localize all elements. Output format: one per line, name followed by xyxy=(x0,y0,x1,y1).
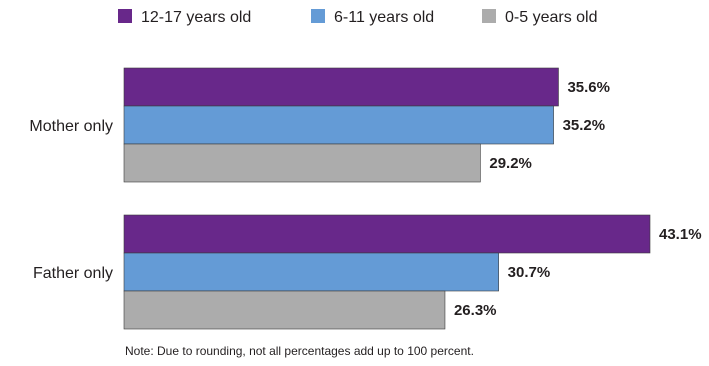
category-label-father-only: Father only xyxy=(33,265,113,282)
value-labels: 35.6% 35.2% 29.2% 43.1% 30.7% 26.3% xyxy=(454,79,702,319)
category-label-mother-only: Mother only xyxy=(29,118,113,135)
bar-father-only-6-11-years-old xyxy=(123,252,499,292)
value-label-mother-only-12-17-years-old: 35.6% xyxy=(567,79,610,96)
legend-label-0-5-years-old: 0-5 years old xyxy=(505,9,598,26)
legend-label-6-11-years-old: 6-11 years old xyxy=(334,9,434,26)
chart-bars xyxy=(123,67,651,330)
value-label-father-only-0-5-years-old: 26.3% xyxy=(454,302,497,319)
bar-mother-only-6-11-years-old xyxy=(123,105,554,145)
category-labels: Mother only Father only xyxy=(29,118,113,282)
legend-swatch-12-17-years-old xyxy=(118,9,132,23)
value-label-mother-only-0-5-years-old: 29.2% xyxy=(489,155,532,172)
value-label-father-only-12-17-years-old: 43.1% xyxy=(659,226,702,243)
chart-note: Note: Due to rounding, not all percentag… xyxy=(125,344,474,358)
bar-mother-only-0-5-years-old xyxy=(123,143,481,183)
legend-swatch-6-11-years-old xyxy=(311,9,325,23)
value-label-father-only-6-11-years-old: 30.7% xyxy=(508,264,551,281)
bar-father-only-12-17-years-old xyxy=(123,214,651,254)
chart-legend: 12-17 years old 6-11 years old 0-5 years o… xyxy=(118,9,598,26)
value-label-mother-only-6-11-years-old: 35.2% xyxy=(563,117,606,134)
bar-mother-only-12-17-years-old xyxy=(123,67,559,107)
bar-father-only-0-5-years-old xyxy=(123,290,446,330)
legend-label-12-17-years-old: 12-17 years old xyxy=(141,9,251,26)
legend-swatch-0-5-years-old xyxy=(482,9,496,23)
